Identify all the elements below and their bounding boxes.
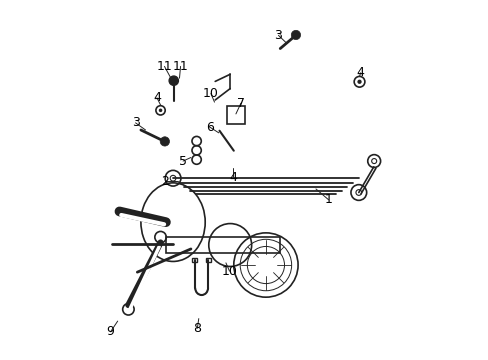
Text: 4: 4 [153,91,161,104]
Text: 3: 3 [131,116,139,129]
Text: 4: 4 [356,66,364,79]
Text: 8: 8 [193,322,201,335]
Text: 2: 2 [161,175,169,188]
Bar [205,258,210,262]
Text: 5: 5 [179,154,187,167]
Bar [165,237,280,253]
Text: 7: 7 [237,97,244,110]
Bar [192,258,197,262]
Text: 6: 6 [205,121,213,134]
Text: 1: 1 [324,193,332,206]
Text: 4: 4 [229,171,237,184]
Bar [226,106,244,124]
Text: 3: 3 [274,29,282,42]
Text: 11: 11 [156,60,172,73]
Text: 11: 11 [172,60,188,73]
Circle shape [291,30,300,40]
Text: 10: 10 [221,265,237,278]
Circle shape [357,80,361,84]
Text: 9: 9 [106,325,114,338]
Text: 10: 10 [203,87,219,100]
Circle shape [160,137,169,146]
Circle shape [159,109,162,112]
Circle shape [169,76,178,85]
